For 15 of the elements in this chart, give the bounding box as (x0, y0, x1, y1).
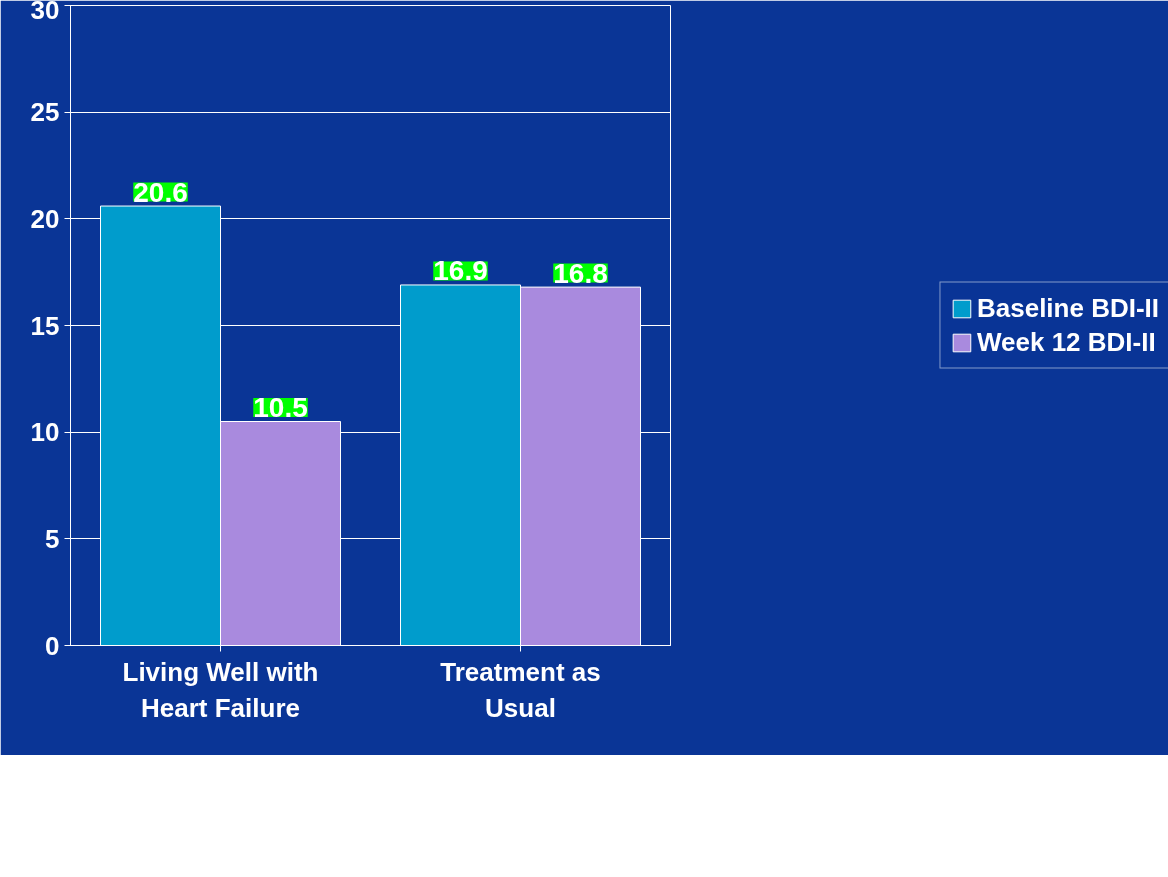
y-tick-label: 25 (30, 97, 60, 128)
x-tick-label: Living Well with Heart Failure (122, 656, 319, 723)
legend-label: Baseline BDI-II (976, 292, 1160, 324)
y-tick-label: 30 (30, 0, 60, 25)
legend-label: Week 12 BDI-II (976, 326, 1156, 358)
y-tick-label: 10 (30, 417, 60, 448)
y-tick-label: 0 (45, 630, 60, 661)
data-label: 10.5 (253, 392, 308, 423)
data-label: 16.9 (433, 255, 488, 287)
x-tick-label: Treatment as Usual (440, 656, 601, 723)
y-tick-label: 15 (30, 310, 60, 341)
data-label: 20.6 (133, 176, 188, 208)
y-tick-label: 5 (45, 523, 60, 554)
data-label: 16.8 (553, 257, 608, 289)
y-tick-label: 20 (30, 203, 60, 234)
